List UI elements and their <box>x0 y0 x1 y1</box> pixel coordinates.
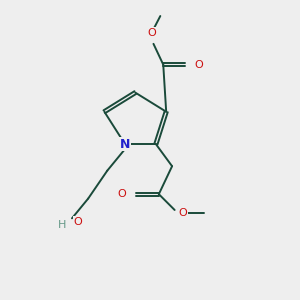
Text: O: O <box>74 217 82 227</box>
Text: O: O <box>194 60 203 70</box>
Text: H: H <box>58 220 66 230</box>
Text: O: O <box>178 208 187 218</box>
Text: N: N <box>120 138 130 151</box>
Text: O: O <box>147 28 156 38</box>
Text: O: O <box>118 189 126 199</box>
